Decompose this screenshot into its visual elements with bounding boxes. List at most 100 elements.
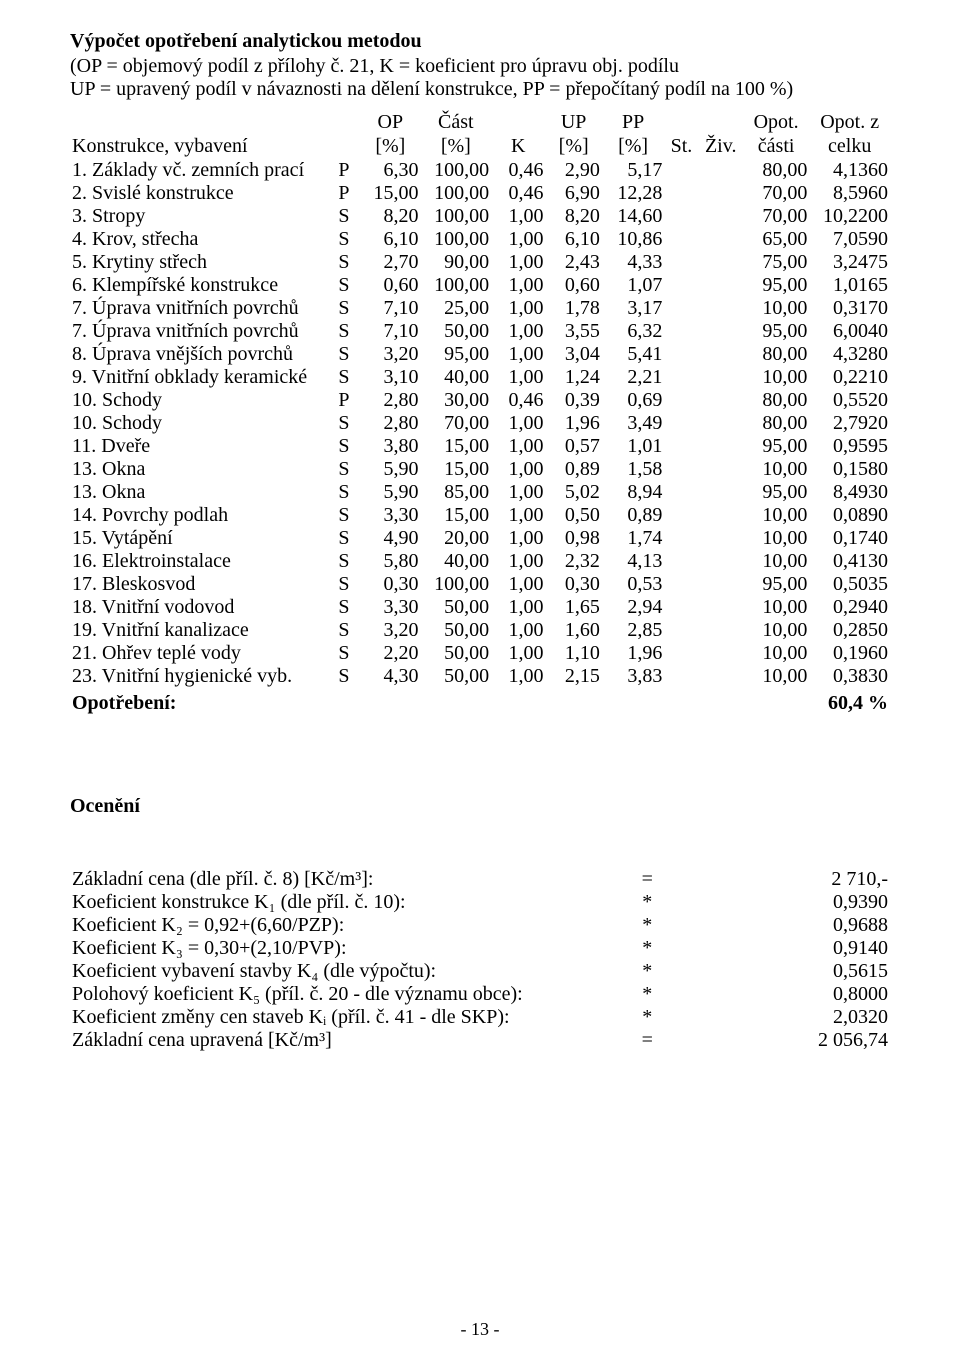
- calculation-table: Základní cena (dle příl. č. 8) [Kč/m³]:=…: [70, 868, 890, 1052]
- cell-opot: 80,00: [743, 343, 809, 366]
- calc-label: Koeficient vybavení stavby K₄ (dle výpoč…: [70, 960, 586, 983]
- cell-up: 0,30: [545, 573, 601, 596]
- cell-opot: 70,00: [743, 182, 809, 205]
- cell-cast: 20,00: [421, 527, 492, 550]
- cell-cast: 40,00: [421, 366, 492, 389]
- cell-opotz: 0,5035: [809, 573, 890, 596]
- cell-ziv: [699, 228, 743, 251]
- table-row: 21. Ohřev teplé vodyS2,2050,001,001,101,…: [70, 642, 890, 665]
- calc-symbol: =: [586, 1029, 708, 1052]
- cell-pp: 5,41: [602, 343, 664, 366]
- cell-up: 0,39: [545, 389, 601, 412]
- calc-symbol: *: [586, 983, 708, 1006]
- cell-k: 1,00: [491, 619, 545, 642]
- cell-pp: 6,32: [602, 320, 664, 343]
- cell-up: 1,24: [545, 366, 601, 389]
- cell-opot: 70,00: [743, 205, 809, 228]
- cell-st: [664, 389, 698, 412]
- cell-op: 2,70: [360, 251, 420, 274]
- th-opotz-top: Opot. z: [809, 111, 890, 135]
- calc-symbol: *: [586, 891, 708, 914]
- cell-name: 23. Vnitřní hygienické vyb.: [70, 665, 328, 688]
- cell-ziv: [699, 297, 743, 320]
- cell-pp: 3,83: [602, 665, 664, 688]
- cell-op: 5,80: [360, 550, 420, 573]
- cell-up: 6,90: [545, 182, 601, 205]
- calc-value: 2 056,74: [708, 1029, 890, 1052]
- cell-ziv: [699, 274, 743, 297]
- calc-row: Základní cena (dle příl. č. 8) [Kč/m³]:=…: [70, 868, 890, 891]
- cell-op: 4,30: [360, 665, 420, 688]
- th-op-bot: [%]: [360, 135, 420, 159]
- cell-cast: 100,00: [421, 159, 492, 182]
- cell-ziv: [699, 527, 743, 550]
- cell-ziv: [699, 182, 743, 205]
- cell-pp: 1,96: [602, 642, 664, 665]
- cell-pp: 1,07: [602, 274, 664, 297]
- cell-opotz: 0,4130: [809, 550, 890, 573]
- th-st: St.: [664, 111, 698, 159]
- cell-pp: 3,49: [602, 412, 664, 435]
- cell-up: 1,96: [545, 412, 601, 435]
- cell-ziv: [699, 412, 743, 435]
- calc-label: Koeficient K₂ = 0,92+(6,60/PZP):: [70, 914, 586, 937]
- cell-st: [664, 481, 698, 504]
- cell-ziv: [699, 642, 743, 665]
- cell-op: 3,10: [360, 366, 420, 389]
- th-op-top: OP: [360, 111, 420, 135]
- cell-up: 8,20: [545, 205, 601, 228]
- cell-op: 3,30: [360, 596, 420, 619]
- cell-opotz: 0,5520: [809, 389, 890, 412]
- cell-k: 0,46: [491, 389, 545, 412]
- cell-type: S: [328, 504, 360, 527]
- cell-ziv: [699, 665, 743, 688]
- th-ziv: Živ.: [699, 111, 743, 159]
- cell-name: 5. Krytiny střech: [70, 251, 328, 274]
- calc-value: 0,9688: [708, 914, 890, 937]
- cell-type: S: [328, 458, 360, 481]
- cell-name: 18. Vnitřní vodovod: [70, 596, 328, 619]
- cell-st: [664, 527, 698, 550]
- calc-row: Koeficient konstrukce K₁ (dle příl. č. 1…: [70, 891, 890, 914]
- cell-st: [664, 343, 698, 366]
- cell-op: 3,20: [360, 343, 420, 366]
- cell-cast: 70,00: [421, 412, 492, 435]
- table-row: 13. OknaS5,9085,001,005,028,9495,008,493…: [70, 481, 890, 504]
- cell-type: S: [328, 550, 360, 573]
- cell-cast: 95,00: [421, 343, 492, 366]
- cell-up: 1,60: [545, 619, 601, 642]
- cell-opotz: 8,4930: [809, 481, 890, 504]
- cell-opotz: 4,3280: [809, 343, 890, 366]
- cell-k: 1,00: [491, 343, 545, 366]
- cell-st: [664, 159, 698, 182]
- calc-value: 0,9390: [708, 891, 890, 914]
- cell-k: 1,00: [491, 297, 545, 320]
- cell-op: 3,80: [360, 435, 420, 458]
- cell-op: 7,10: [360, 320, 420, 343]
- cell-pp: 14,60: [602, 205, 664, 228]
- cell-opotz: 0,9595: [809, 435, 890, 458]
- cell-type: S: [328, 251, 360, 274]
- table-row: 14. Povrchy podlahS3,3015,001,000,500,89…: [70, 504, 890, 527]
- calc-label: Polohový koeficient K₅ (příl. č. 20 - dl…: [70, 983, 586, 1006]
- cell-pp: 10,86: [602, 228, 664, 251]
- cell-up: 3,55: [545, 320, 601, 343]
- cell-op: 0,60: [360, 274, 420, 297]
- cell-up: 1,78: [545, 297, 601, 320]
- cell-opotz: 0,0890: [809, 504, 890, 527]
- cell-opotz: 0,3830: [809, 665, 890, 688]
- cell-opot: 95,00: [743, 435, 809, 458]
- cell-opotz: 10,2200: [809, 205, 890, 228]
- cell-ziv: [699, 573, 743, 596]
- cell-pp: 2,21: [602, 366, 664, 389]
- cell-pp: 5,17: [602, 159, 664, 182]
- cell-st: [664, 458, 698, 481]
- cell-op: 6,10: [360, 228, 420, 251]
- table-row: 2. Svislé konstrukceP15,00100,000,466,90…: [70, 182, 890, 205]
- cell-opotz: 7,0590: [809, 228, 890, 251]
- cell-st: [664, 412, 698, 435]
- cell-name: 9. Vnitřní obklady keramické: [70, 366, 328, 389]
- cell-type: S: [328, 412, 360, 435]
- cell-cast: 50,00: [421, 665, 492, 688]
- cell-k: 1,00: [491, 435, 545, 458]
